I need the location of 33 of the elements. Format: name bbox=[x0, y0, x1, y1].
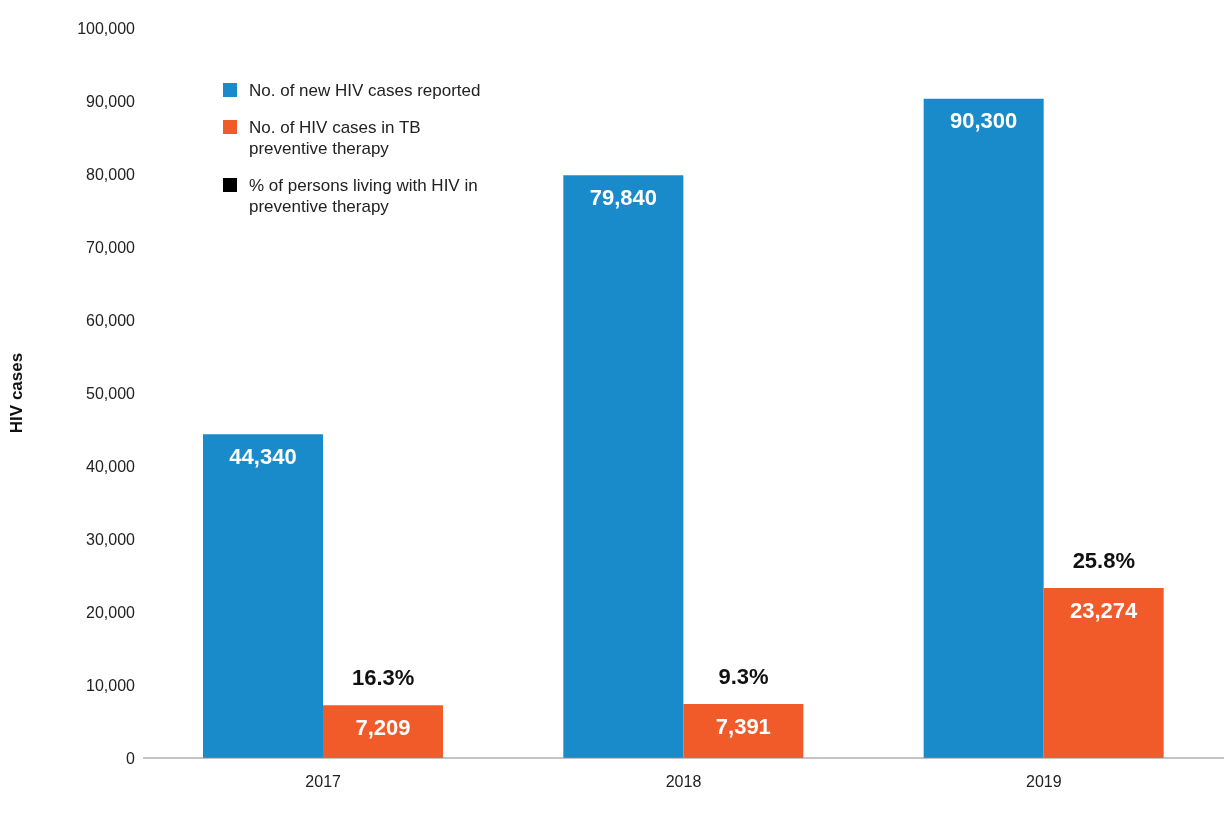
data-label: 44,340 bbox=[229, 443, 297, 469]
annotation: 9.3% bbox=[718, 664, 769, 690]
x-tick-label: 2018 bbox=[665, 773, 702, 791]
y-tick-label: 10,000 bbox=[86, 676, 136, 694]
legend-label: % of persons living with HIV in preventive therapy bbox=[249, 175, 479, 217]
y-axis-title: HIV cases bbox=[7, 352, 27, 434]
bar bbox=[323, 705, 443, 758]
bar bbox=[563, 175, 684, 758]
annotation: 25.8% bbox=[1072, 548, 1136, 574]
bar bbox=[923, 98, 1044, 758]
data-label: 7,391 bbox=[715, 713, 771, 739]
y-tick-label: 90,000 bbox=[86, 92, 136, 110]
y-tick-label: 50,000 bbox=[86, 384, 136, 402]
data-label: 7,209 bbox=[355, 714, 411, 740]
x-tick-label: 2017 bbox=[305, 773, 342, 791]
data-label: 79,840 bbox=[589, 184, 657, 210]
y-tick-label: 100,000 bbox=[77, 19, 136, 37]
y-tick-label: 80,000 bbox=[86, 165, 136, 183]
data-label: 23,274 bbox=[1070, 597, 1139, 623]
y-tick-label: 60,000 bbox=[86, 311, 136, 329]
x-tick-label: 2019 bbox=[1026, 773, 1062, 791]
bar bbox=[203, 434, 323, 758]
y-tick-label: 30,000 bbox=[86, 530, 136, 548]
data-label: 90,300 bbox=[950, 108, 1018, 134]
legend-label: No. of HIV cases in TB preventive therapy bbox=[249, 117, 422, 159]
y-tick-label: 0 bbox=[126, 749, 136, 767]
y-tick-label: 20,000 bbox=[86, 603, 136, 621]
legend-label: No. of new HIV cases reported bbox=[249, 80, 481, 101]
bar bbox=[683, 704, 804, 758]
y-tick-label: 70,000 bbox=[86, 238, 136, 256]
annotation: 16.3% bbox=[351, 665, 415, 691]
y-tick-label: 40,000 bbox=[86, 457, 136, 475]
bar bbox=[1043, 588, 1164, 758]
